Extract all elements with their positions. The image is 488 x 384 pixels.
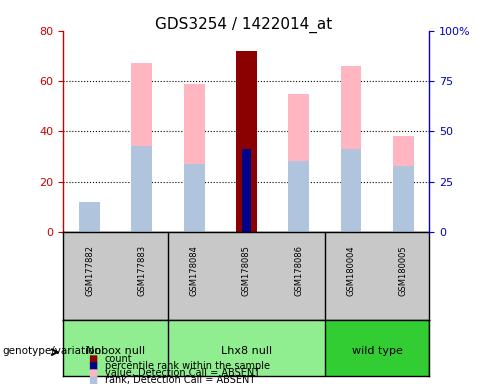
Bar (79, 207, 100, 232)
Bar (131, 146, 152, 232)
Text: GSM178086: GSM178086 (294, 245, 303, 296)
Bar (236, 51, 257, 232)
Text: GSM177883: GSM177883 (137, 245, 146, 296)
Bar (341, 66, 362, 232)
Bar (393, 136, 414, 232)
Text: ■: ■ (88, 361, 97, 371)
Bar (131, 63, 152, 232)
Text: GSM178084: GSM178084 (190, 245, 199, 296)
Bar (242, 149, 251, 232)
Text: ■: ■ (88, 375, 97, 384)
Text: GSM177882: GSM177882 (85, 245, 94, 296)
Bar (325, 320, 429, 376)
Text: ■: ■ (88, 354, 97, 364)
Text: Nobox null: Nobox null (86, 346, 145, 356)
Text: ■: ■ (88, 368, 97, 378)
Text: GDS3254 / 1422014_at: GDS3254 / 1422014_at (155, 17, 333, 33)
Bar (236, 51, 257, 232)
Text: genotype/variation: genotype/variation (2, 346, 102, 356)
Text: GSM178085: GSM178085 (242, 245, 251, 296)
Text: rank, Detection Call = ABSENT: rank, Detection Call = ABSENT (105, 375, 255, 384)
Bar (236, 151, 257, 232)
Bar (183, 83, 204, 232)
Text: percentile rank within the sample: percentile rank within the sample (105, 361, 270, 371)
Text: Lhx8 null: Lhx8 null (221, 346, 272, 356)
Bar (393, 166, 414, 232)
Bar (168, 320, 325, 376)
Bar (79, 202, 100, 232)
Text: count: count (105, 354, 133, 364)
Bar (183, 164, 204, 232)
Bar (288, 161, 309, 232)
Text: wild type: wild type (352, 346, 403, 356)
Text: value, Detection Call = ABSENT: value, Detection Call = ABSENT (105, 368, 260, 378)
Text: GSM180005: GSM180005 (399, 245, 408, 296)
Bar (288, 94, 309, 232)
Text: GSM180004: GSM180004 (346, 245, 356, 296)
Bar (341, 149, 362, 232)
Bar (63, 320, 168, 376)
